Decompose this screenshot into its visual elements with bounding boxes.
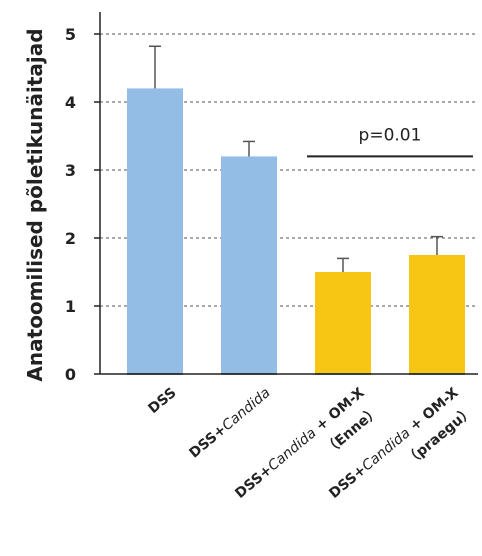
significance-label: p=0.01 [359, 125, 422, 145]
y-tick-label: 4 [65, 93, 76, 112]
y-tick-label: 0 [65, 365, 76, 384]
y-tick-label: 5 [65, 25, 76, 44]
x-tick-label: DSS+Candida [186, 385, 273, 462]
axes: 0 1 2 3 4 5 [65, 12, 478, 384]
bars [127, 45, 465, 375]
x-tick-label: DSS [145, 385, 179, 417]
y-tick-label: 1 [65, 297, 76, 316]
bar [409, 255, 465, 374]
y-axis-title: Anatoomilised põletikunäitajad [23, 28, 47, 381]
y-tick-label: 3 [65, 161, 76, 180]
bar [221, 156, 277, 374]
bar [315, 272, 371, 374]
y-tick-label: 2 [65, 229, 76, 248]
significance-annotation: p=0.01 [307, 125, 473, 158]
svg-text:DSS: DSS [145, 385, 179, 417]
svg-text:DSS+Candida: DSS+Candida [186, 385, 273, 462]
bar [127, 88, 183, 375]
